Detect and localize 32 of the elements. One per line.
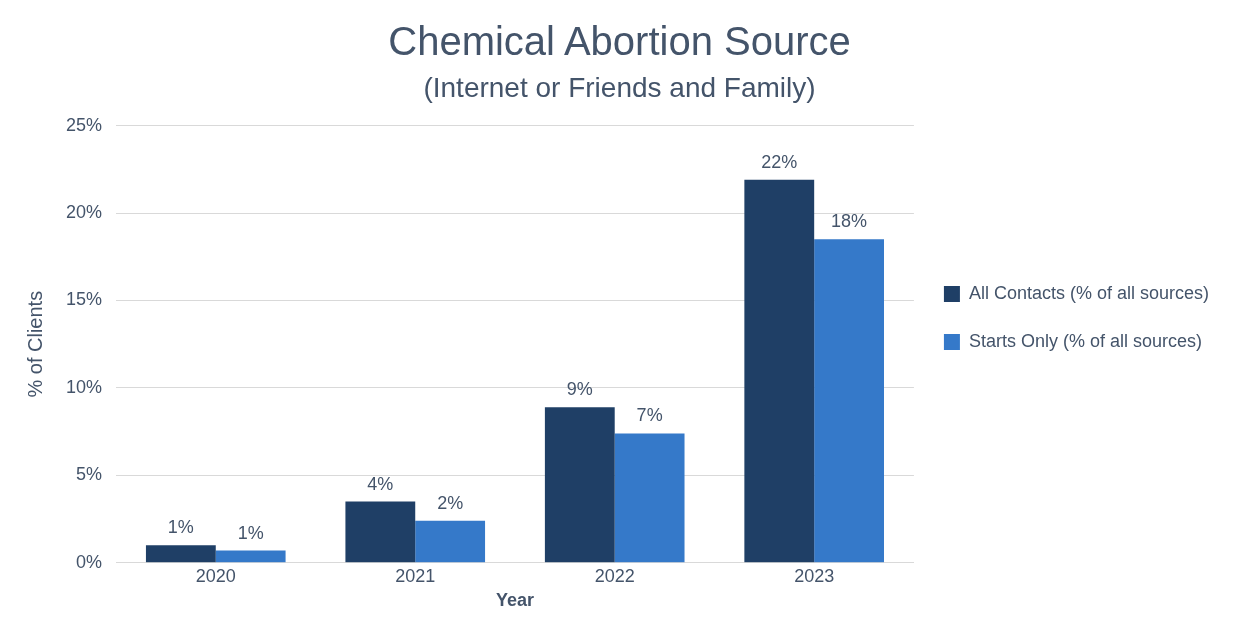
y-tick-label: 5%: [76, 464, 103, 485]
y-tick-label: 25%: [66, 114, 103, 135]
bar: [345, 501, 416, 563]
x-tick-label: 2022: [594, 565, 635, 586]
bar: [415, 520, 486, 563]
x-tick-label: 2020: [195, 565, 236, 586]
x-tick-label: 2021: [395, 565, 436, 586]
x-axis-title: Year: [495, 590, 534, 611]
bar: [744, 179, 815, 563]
y-tick-label: 0%: [76, 551, 103, 572]
y-tick-label: 10%: [66, 376, 103, 397]
legend-label: Starts Only (% of all sources): [968, 330, 1202, 351]
data-label: 9%: [566, 379, 593, 400]
data-label: 7%: [636, 405, 663, 426]
bar: [145, 545, 216, 563]
data-label: 22%: [761, 151, 798, 172]
data-label: 2%: [437, 492, 464, 513]
bar: [814, 239, 884, 563]
x-tick-label: 2023: [794, 565, 835, 586]
chart-subtitle: (Internet or Friends and Family): [423, 71, 816, 103]
bar: [215, 550, 286, 563]
y-axis-title: % of Clients: [23, 290, 46, 398]
y-tick-label: 20%: [66, 202, 103, 223]
y-tick-label: 15%: [66, 289, 103, 310]
bar: [614, 433, 685, 563]
data-label: 18%: [831, 211, 868, 232]
chart-title: Chemical Abortion Source: [388, 19, 851, 64]
data-label: 1%: [237, 522, 264, 543]
data-label: 4%: [367, 473, 394, 494]
data-label: 1%: [167, 517, 194, 538]
legend-label: All Contacts (% of all sources): [968, 282, 1210, 303]
bar: [544, 407, 615, 563]
